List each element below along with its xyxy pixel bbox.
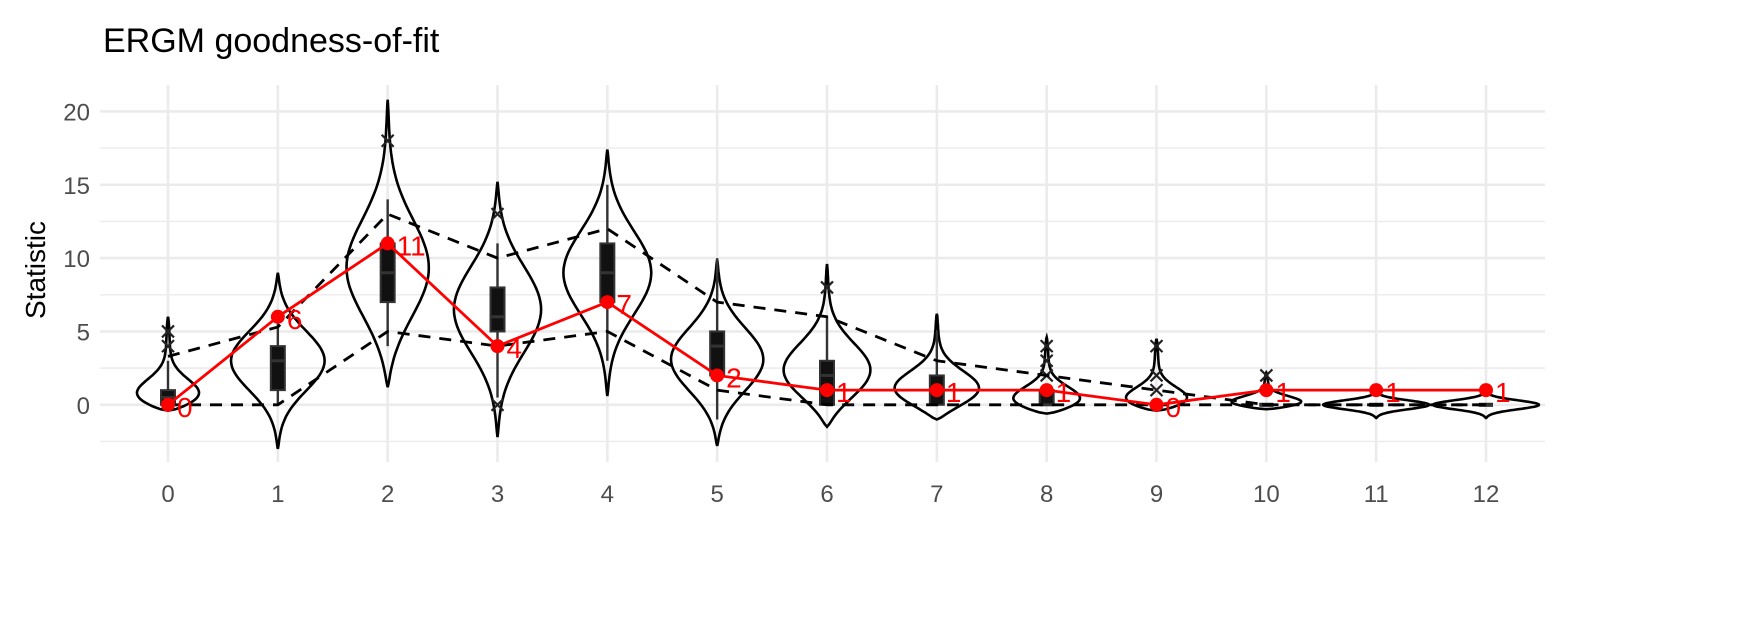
outlier-x-mark bbox=[1149, 339, 1164, 353]
violin bbox=[782, 263, 872, 429]
observed-point bbox=[270, 309, 285, 324]
x-tick-label: 6 bbox=[820, 481, 833, 508]
observed-data-label: 0 bbox=[1166, 392, 1182, 423]
observed-data-label: 1 bbox=[1385, 377, 1401, 408]
x-tick-label: 0 bbox=[161, 481, 174, 508]
y-tick-label: 15 bbox=[63, 173, 90, 200]
x-tick-label: 1 bbox=[271, 481, 284, 508]
observed-point bbox=[490, 339, 505, 354]
observed-data-label: 0 bbox=[177, 392, 193, 423]
x-tick-label: 3 bbox=[491, 481, 504, 508]
observed-point bbox=[929, 383, 944, 398]
observed-data-label: 11 bbox=[397, 230, 426, 261]
box bbox=[269, 345, 286, 392]
violin bbox=[1124, 338, 1189, 413]
violin bbox=[345, 99, 431, 388]
lower-bound-line bbox=[168, 329, 1486, 407]
x-tick-label: 5 bbox=[710, 481, 723, 508]
outlier-x-mark bbox=[161, 324, 175, 339]
upper-bound-line bbox=[167, 212, 1486, 407]
outlier-x-mark bbox=[1039, 339, 1054, 353]
violin bbox=[1230, 369, 1303, 411]
x-tick-label: 12 bbox=[1473, 481, 1500, 508]
observed-data-label: 2 bbox=[726, 362, 742, 393]
observed-point bbox=[1149, 397, 1164, 412]
violin bbox=[135, 316, 201, 413]
violin bbox=[893, 313, 981, 421]
observed-point bbox=[600, 295, 615, 310]
observed-data-label: 1 bbox=[1495, 377, 1511, 408]
box bbox=[819, 359, 835, 406]
observed-data-label: 1 bbox=[946, 377, 962, 408]
x-tick-label: 8 bbox=[1040, 481, 1053, 508]
y-tick-label: 20 bbox=[63, 99, 90, 126]
y-ticks: 0 5 10 15 20 bbox=[63, 99, 90, 419]
observed-data-label: 7 bbox=[616, 289, 632, 320]
outlier-x-mark bbox=[380, 133, 395, 148]
observed-point bbox=[1039, 383, 1054, 398]
observed-point bbox=[1369, 383, 1384, 398]
outlier-x-mark bbox=[490, 207, 505, 221]
x-tick-label: 11 bbox=[1364, 481, 1389, 508]
x-tick-label: 7 bbox=[930, 481, 943, 508]
outlier-x-mark bbox=[490, 398, 505, 412]
observed-point bbox=[1479, 383, 1493, 398]
observed-data-label: 1 bbox=[1275, 377, 1291, 408]
outlier-x-mark bbox=[1149, 368, 1164, 383]
x-tick-label: 4 bbox=[601, 481, 614, 508]
x-tick-label: 9 bbox=[1150, 481, 1163, 508]
observed-point bbox=[820, 383, 834, 398]
outlier-x-mark bbox=[1149, 383, 1164, 397]
outlier-x-mark bbox=[820, 280, 834, 295]
y-tick-label: 5 bbox=[77, 319, 90, 346]
outlier-x-mark bbox=[161, 339, 175, 353]
violin bbox=[1011, 332, 1082, 415]
y-tick-label: 0 bbox=[77, 393, 90, 420]
x-ticks: 0 1 2 3 4 5 6 7 8 9 10 11 12 bbox=[161, 481, 1499, 508]
violin bbox=[229, 272, 326, 450]
x-tick-label: 2 bbox=[381, 481, 394, 508]
x-tick-label: 10 bbox=[1253, 481, 1280, 508]
chart-title: ERGM goodness-of-fit bbox=[103, 22, 440, 60]
observed-data-label: 1 bbox=[836, 377, 852, 408]
box bbox=[489, 286, 506, 333]
outlier-x-mark bbox=[1259, 368, 1274, 383]
observed-point bbox=[380, 236, 395, 251]
observed-data-label: 4 bbox=[507, 333, 523, 364]
outlier-x-mark bbox=[1039, 354, 1054, 368]
bounds bbox=[167, 212, 1486, 407]
observed-point bbox=[710, 368, 725, 383]
observed-point bbox=[161, 397, 175, 412]
observed-data-label: 6 bbox=[287, 304, 303, 335]
observed-point bbox=[1259, 383, 1274, 398]
y-axis-label: Statistic bbox=[20, 221, 51, 319]
violin bbox=[452, 181, 543, 438]
observed-data-label: 1 bbox=[1056, 377, 1072, 408]
y-tick-label: 10 bbox=[63, 246, 90, 273]
